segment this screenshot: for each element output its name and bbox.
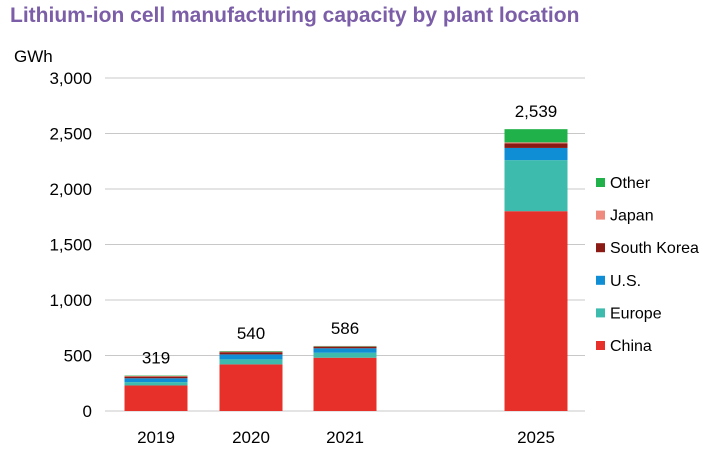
bar-segment-u-s- [219, 354, 283, 360]
bar-segment-japan [124, 376, 188, 377]
legend-label: China [610, 338, 652, 355]
x-tick-label: 2025 [517, 428, 555, 447]
bar-segment-u-s- [124, 378, 188, 383]
bar-segment-other [504, 129, 568, 143]
y-tick-label: 0 [83, 402, 92, 421]
bar-segment-u-s- [313, 348, 377, 353]
y-tick-label: 1,500 [49, 236, 92, 255]
x-tick-label: 2021 [326, 428, 364, 447]
bar-segment-europe [219, 359, 283, 365]
chart-title: Lithium-ion cell manufacturing capacity … [10, 4, 580, 27]
legend-swatch [596, 275, 605, 285]
y-tick-label: 500 [64, 347, 92, 366]
bar-segment-other [219, 351, 283, 352]
legend-swatch [596, 243, 605, 253]
bar-segment-u-s- [504, 147, 568, 161]
y-tick-label: 3,000 [49, 69, 92, 88]
x-tick-label: 2020 [232, 428, 270, 447]
bar-segment-south-korea [124, 376, 188, 379]
bar-segment-china [504, 211, 568, 411]
y-tick-label: 1,000 [49, 291, 92, 310]
bar-segment-japan [219, 351, 283, 353]
bar-segment-south-korea [313, 346, 377, 349]
legend-label: Japan [610, 208, 654, 225]
bar-segment-europe [124, 382, 188, 386]
legend-label: U.S. [610, 273, 641, 290]
bar-segment-japan [504, 142, 568, 144]
y-axis: GWh 0 500 1,000 1,500 2,000 2,500 3,000 [14, 47, 585, 421]
bar-segment-south-korea [219, 352, 283, 355]
y-axis-label: GWh [14, 47, 53, 66]
legend-swatch [596, 308, 605, 318]
bar-segment-europe [313, 352, 377, 358]
bar-segment-china [313, 357, 377, 411]
legend-label: Other [610, 175, 651, 192]
bar-segment-china [124, 385, 188, 411]
legend-label: Europe [610, 305, 662, 322]
total-label: 2,539 [515, 102, 558, 121]
legend: Other Japan South Korea U.S. Europe China [596, 175, 699, 355]
total-label: 586 [331, 319, 359, 338]
legend-label: South Korea [610, 240, 699, 257]
bar-segment-china [219, 364, 283, 411]
x-tick-label: 2019 [137, 428, 175, 447]
total-label: 540 [237, 324, 265, 343]
legend-swatch [596, 178, 605, 187]
y-tick-label: 2,500 [49, 125, 92, 144]
y-tick-label: 2,000 [49, 180, 92, 199]
legend-swatch [596, 210, 605, 220]
bars: 319 2019 540 2020 586 2021 2,539 2025 [124, 102, 568, 447]
bar-segment-south-korea [504, 143, 568, 148]
total-label: 319 [142, 349, 170, 368]
bar-segment-europe [504, 160, 568, 212]
legend-swatch [596, 341, 605, 350]
